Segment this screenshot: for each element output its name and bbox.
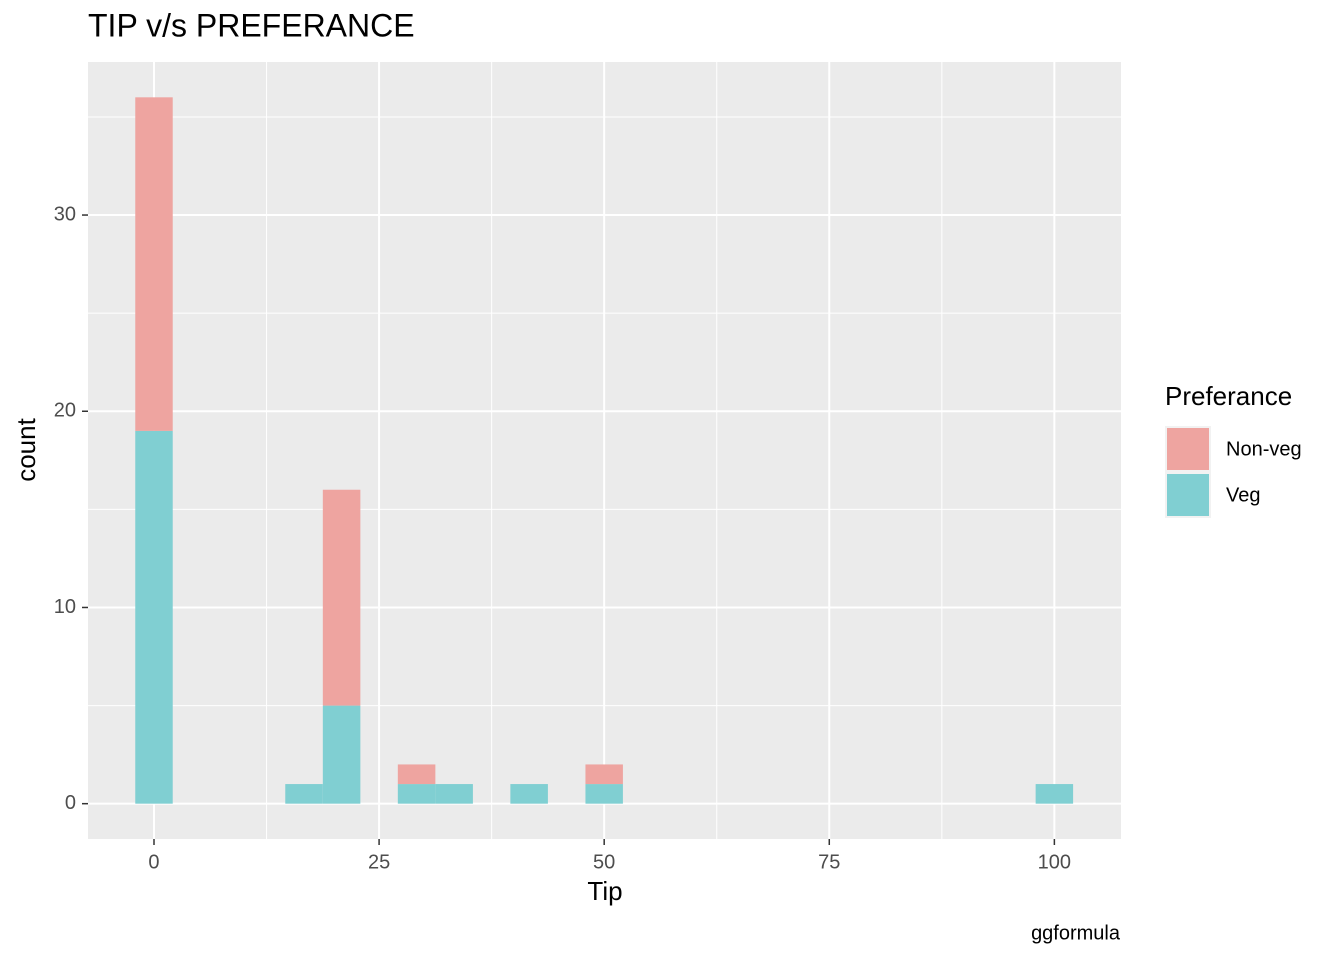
bar <box>585 764 623 785</box>
y-axis-label: count <box>11 417 41 481</box>
caption: ggformula <box>1031 922 1121 944</box>
bar <box>585 784 623 804</box>
bar <box>435 784 473 804</box>
x-tick-label: 0 <box>148 851 159 873</box>
legend-title: Preferance <box>1165 381 1292 411</box>
x-tick-label: 50 <box>593 851 615 873</box>
x-tick-label: 75 <box>818 851 840 873</box>
chart-title: TIP v/s PREFERANCE <box>88 7 415 43</box>
bar <box>1035 784 1074 804</box>
legend-key <box>1165 472 1211 518</box>
bar <box>285 784 323 804</box>
bar <box>135 97 173 431</box>
x-tick-label: 100 <box>1038 851 1071 873</box>
bar <box>322 705 361 804</box>
legend-key <box>1165 426 1211 472</box>
bar <box>322 489 361 706</box>
y-tick-label: 30 <box>54 203 76 225</box>
y-tick-label: 20 <box>54 400 76 422</box>
bar <box>510 784 548 804</box>
bar <box>397 764 436 785</box>
legend-label: Non-veg <box>1226 438 1302 460</box>
bar <box>397 784 436 804</box>
x-tick-label: 25 <box>368 851 390 873</box>
x-axis-label: Tip <box>587 876 622 906</box>
legend-label: Veg <box>1226 484 1260 506</box>
bar <box>135 430 173 804</box>
y-tick-label: 10 <box>54 596 76 618</box>
y-tick-label: 0 <box>65 792 76 814</box>
